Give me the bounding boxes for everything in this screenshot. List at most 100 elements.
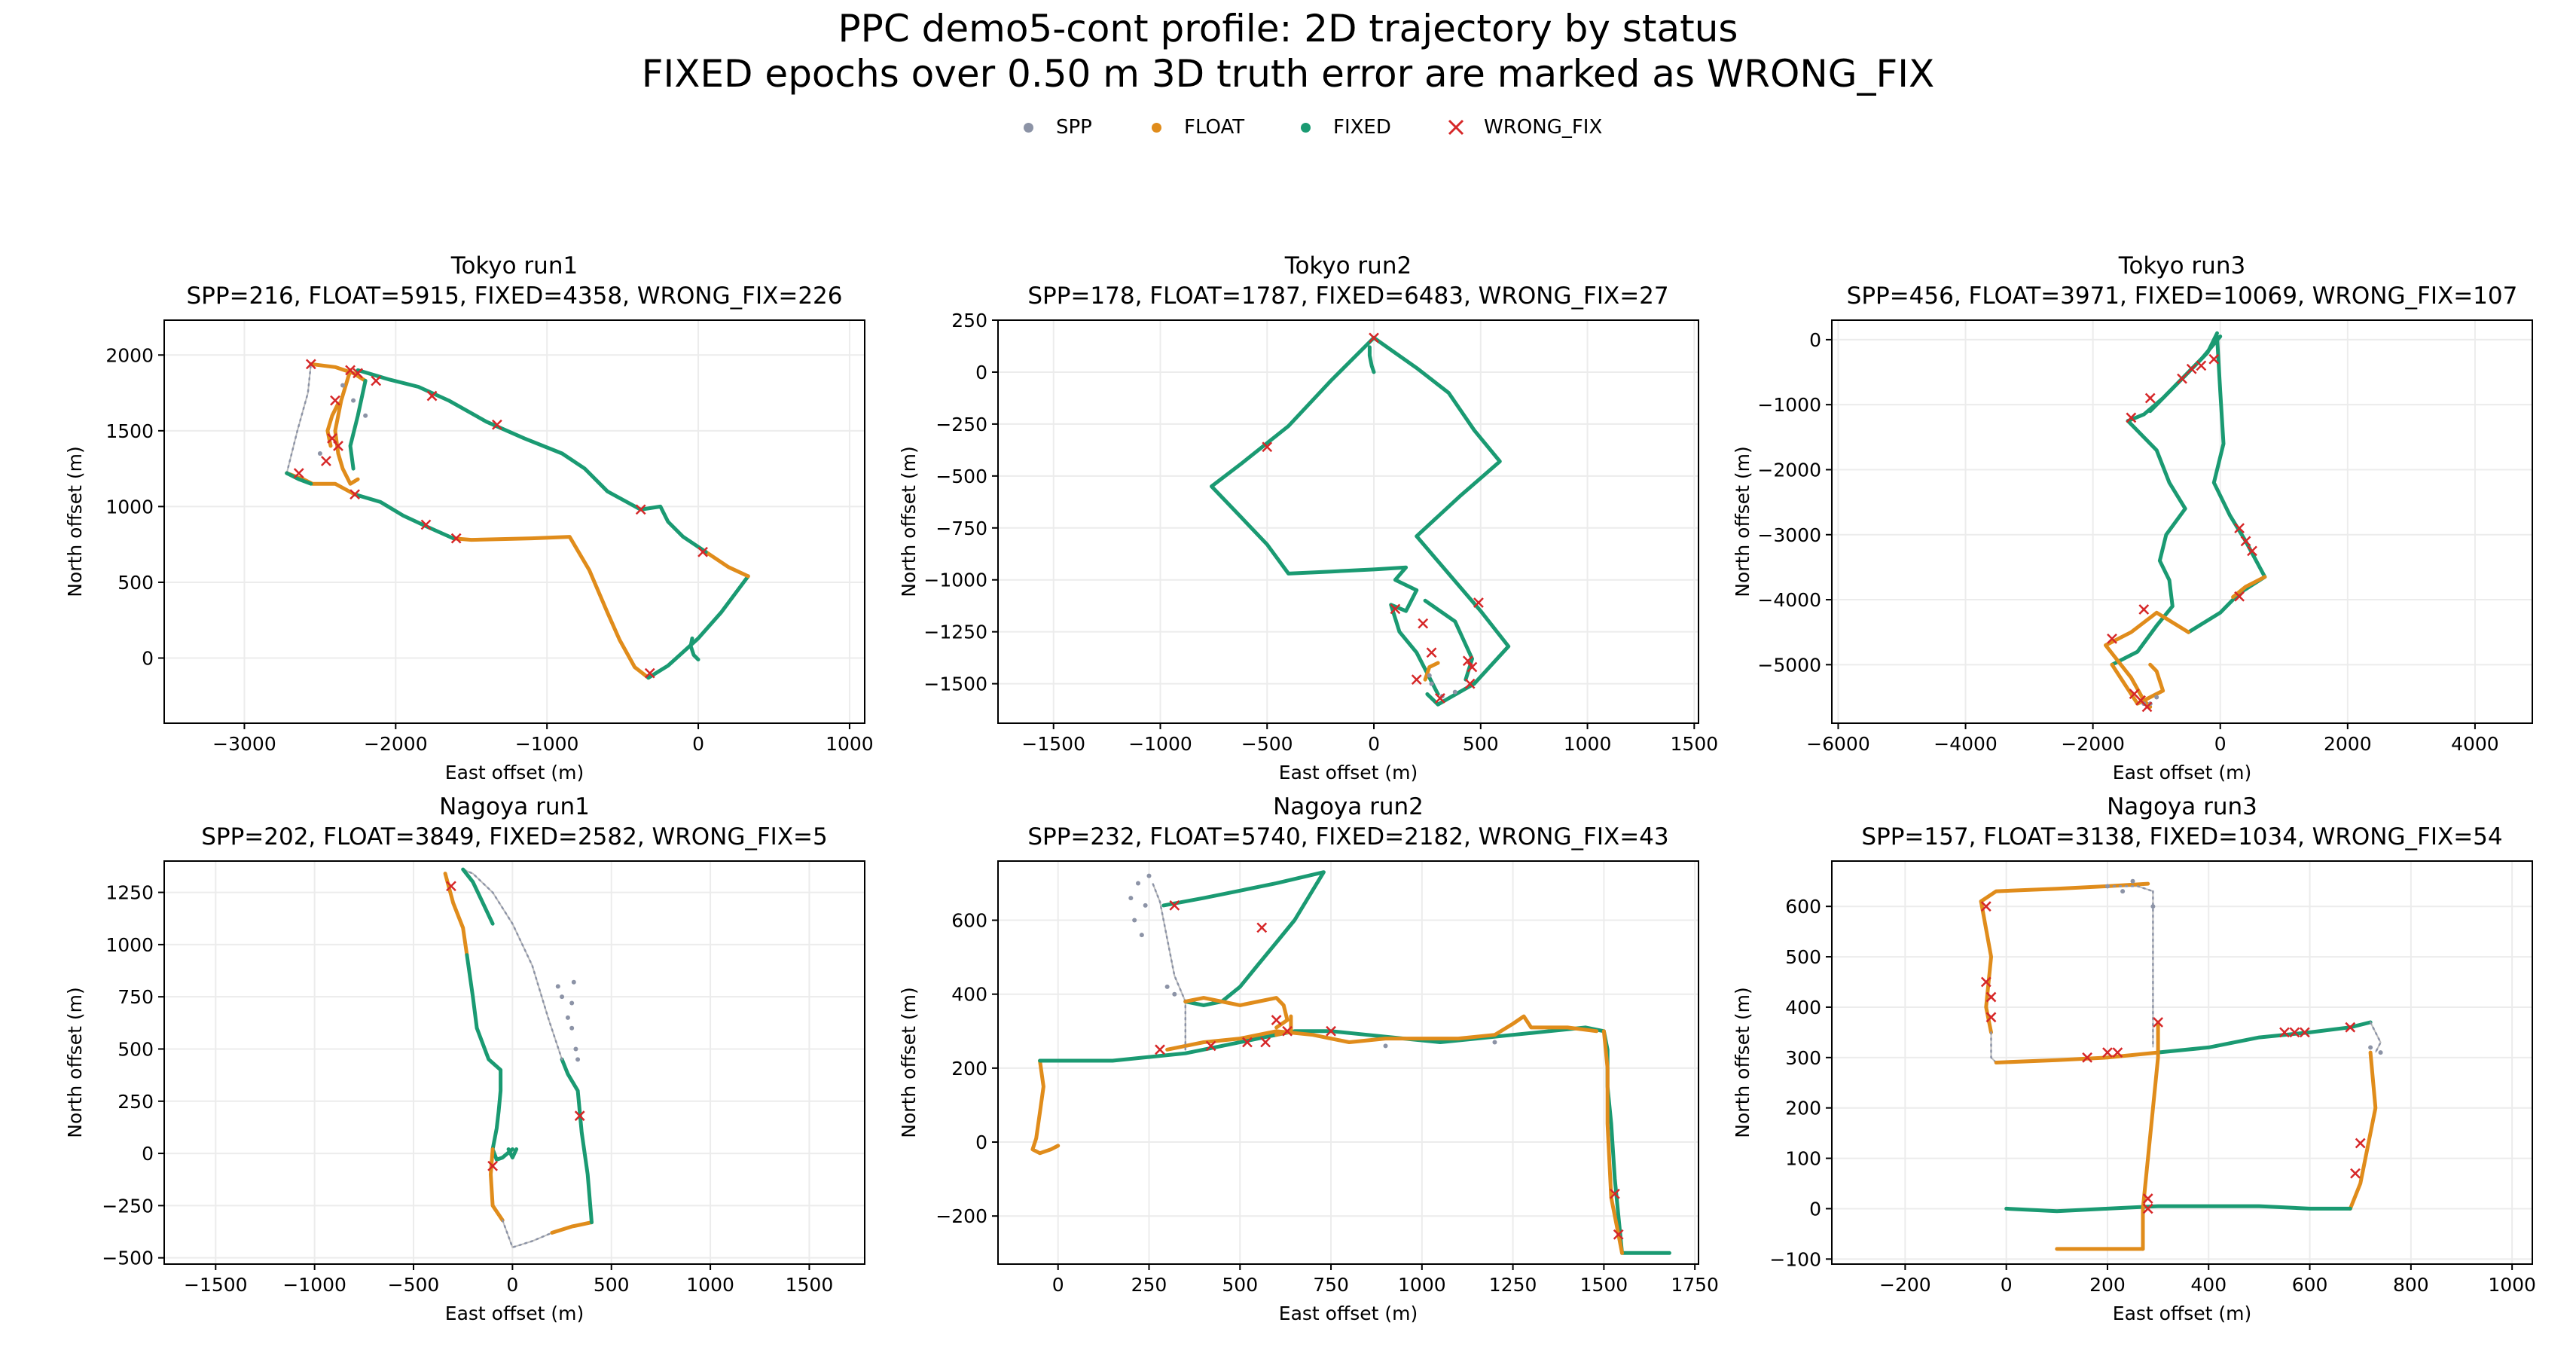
subplot-title: Nagoya run1 (439, 793, 590, 820)
spp-point (2154, 695, 2159, 700)
y-tick-label: −1250 (923, 622, 987, 643)
y-tick-label: 250 (951, 310, 987, 331)
track-line (1039, 1026, 1670, 1254)
wrong-fix-marker (2142, 1203, 2153, 1214)
wrong-fix-marker (2247, 545, 2257, 557)
trajectory-fixed (646, 574, 750, 680)
y-tick-label: −4000 (1757, 589, 1821, 611)
track-line (357, 369, 707, 553)
wrong-fix-marker (2234, 523, 2245, 534)
wrong-fix-marker (2142, 1193, 2153, 1204)
y-tick-label: 600 (951, 910, 987, 932)
subplot-title: Nagoya run2 (1273, 793, 1424, 820)
x-tick-label: 500 (1222, 1274, 1258, 1296)
wrong-fix-marker (2135, 695, 2146, 706)
wrong-fix-marker (2279, 1027, 2290, 1038)
spp-point (2120, 889, 2126, 894)
x-tick-label: 600 (2292, 1274, 2328, 1296)
trajectory-float (1979, 899, 1993, 1034)
y-tick-label: 0 (975, 362, 987, 383)
trajectory-fixed (560, 1057, 594, 1225)
trajectory-float (1030, 1058, 1061, 1156)
wrong-fix-marker (2112, 1047, 2123, 1058)
x-tick-label: −4000 (1934, 733, 1998, 755)
spp-point (569, 1000, 575, 1006)
x-tick-label: 0 (506, 1274, 518, 1296)
wrong-fix-marker (353, 368, 363, 379)
wrong-fix-marker (446, 881, 456, 892)
spp-point (560, 994, 565, 1000)
axes-frame (1831, 319, 2533, 724)
x-tick-label: −500 (1241, 733, 1293, 755)
spp-point (1164, 984, 1170, 989)
trajectory-fixed (353, 492, 456, 541)
trajectory-float (443, 872, 469, 957)
wrong-fix-marker (2299, 1027, 2310, 1038)
y-axis-label: North offset (m) (1732, 987, 1753, 1138)
y-axis-label: North offset (m) (898, 987, 920, 1138)
plot-area (1030, 870, 1671, 1255)
y-tick-label: −200 (935, 1205, 987, 1227)
trajectory-fixed (356, 368, 708, 554)
wrong-fix-marker (2355, 1138, 2366, 1149)
spp-point (1452, 689, 1457, 695)
y-axis-label: North offset (m) (898, 446, 920, 597)
track-line (1152, 883, 1186, 1050)
trajectory-float (2110, 662, 2165, 706)
track-line (453, 536, 649, 679)
subplot-counts: SPP=216, FLOAT=5915, FIXED=4358, WRONG_F… (187, 282, 843, 310)
x-axis-label: East offset (m) (445, 762, 584, 783)
x-axis-label: East offset (m) (1279, 1303, 1418, 1324)
spp-point (1136, 881, 1140, 886)
track-line (2127, 335, 2221, 422)
wrong-fix-marker (2138, 604, 2150, 615)
axes-frame (163, 860, 865, 1265)
plot-area (2104, 331, 2267, 713)
wrong-fix-marker (2350, 1168, 2361, 1179)
spp-point (2104, 884, 2110, 889)
subplot-counts: SPP=232, FLOAT=5740, FIXED=2182, WRONG_F… (1027, 823, 1668, 851)
wrong-fix-marker (1169, 900, 1180, 911)
wrong-fix-marker (330, 395, 340, 406)
x-tick-label: 750 (1313, 1274, 1349, 1296)
x-tick-label: 1500 (1671, 733, 1719, 755)
spp-point (575, 1057, 581, 1062)
plot-area (1210, 332, 1511, 707)
legend: SPP FLOAT FIXED WRONG_FIX (0, 111, 2576, 143)
trajectory-fixed (2110, 419, 2187, 667)
x-tick-label: 1000 (2488, 1274, 2536, 1296)
trajectory-spp (285, 363, 313, 475)
spp-point (351, 398, 356, 403)
wrong-fix-marker (327, 432, 337, 444)
x-tick-label: −1500 (1021, 733, 1085, 755)
subplot-counts: SPP=456, FLOAT=3971, FIXED=10069, WRONG_… (1847, 282, 2518, 310)
x-tick-label: 500 (594, 1274, 630, 1296)
trajectory-spp (2369, 1021, 2382, 1054)
wrong-fix-marker (2102, 1047, 2113, 1058)
x-tick-label: 1250 (1489, 1274, 1537, 1296)
wrong-fix-marker (2126, 412, 2137, 423)
trajectory-float (550, 1220, 594, 1235)
y-tick-label: 400 (1785, 997, 1821, 1019)
x-tick-label: 400 (2190, 1274, 2227, 1296)
trajectory-fixed (2148, 331, 2219, 414)
x-tick-label: −2000 (364, 733, 428, 755)
axes-frame (1831, 860, 2533, 1265)
y-tick-label: −250 (935, 414, 987, 435)
wrong-fix-marker (426, 390, 438, 402)
x-tick-label: 1500 (786, 1274, 834, 1296)
legend-entry-fixed: FIXED (1294, 111, 1391, 143)
spp-point (340, 383, 346, 388)
subplot-5: 0 250 500 750 1000 1250 1500 1750 −200 0 200 400 600… (898, 793, 1719, 1324)
spp-point (1143, 902, 1148, 908)
x-tick-label: −2000 (2061, 733, 2125, 755)
legend-label-spp: SPP (1056, 116, 1092, 139)
y-tick-label: 0 (1809, 329, 1821, 351)
trajectory-fixed (465, 953, 514, 1162)
y-tick-label: 600 (1785, 896, 1821, 918)
wrong-fix-marker (1464, 678, 1476, 689)
y-tick-label: 0 (142, 648, 154, 670)
trajectory-spp (501, 1219, 554, 1249)
track-line (1185, 997, 1289, 1028)
